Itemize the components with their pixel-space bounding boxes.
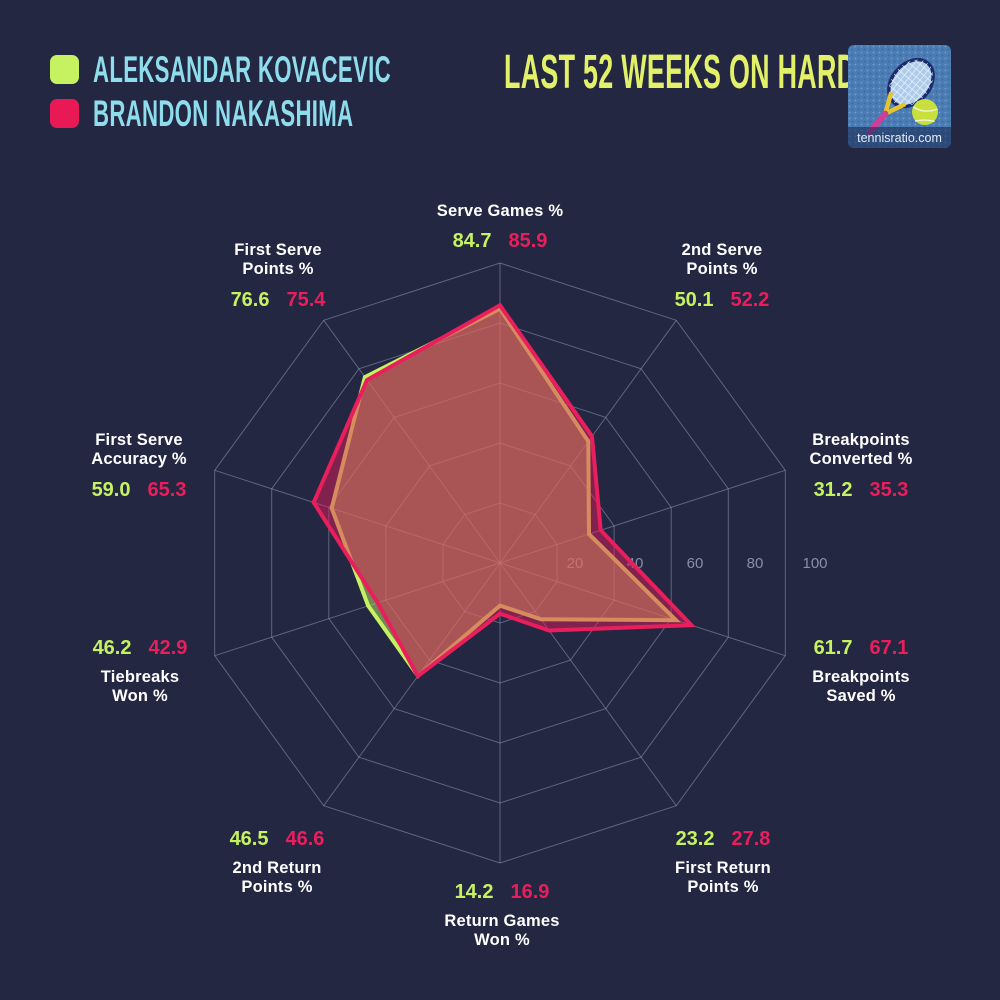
axis-values: 31.2 35.3 (814, 479, 909, 502)
kovacevic-color-swatch (50, 55, 79, 84)
nakashima-value: 65.3 (147, 478, 187, 501)
axis-values: 59.0 65.3 (92, 479, 187, 502)
page-title: LAST 52 WEEKS ON HARD (504, 46, 857, 99)
tick-label: 20 (567, 555, 584, 572)
kovacevic-value: 84.7 (452, 230, 492, 253)
axis-label: Tiebreaks Won % (100, 668, 180, 706)
axis-return-games-won: Return Games Won % 14.2 16.9 (444, 881, 559, 951)
kovacevic-value: 14.2 (454, 881, 494, 903)
axis-label: 2nd Return Points % (232, 859, 322, 897)
axis-label: First Return Points % (675, 859, 771, 897)
legend-label: BRANDON NAKASHIMA (93, 93, 354, 134)
kovacevic-value: 61.7 (813, 637, 853, 659)
axis-values: 84.7 85.9 (453, 230, 548, 253)
nakashima-value: 35.3 (869, 478, 909, 501)
axis-first-serve-accuracy: First Serve Accuracy % 59.0 65.3 (91, 431, 187, 502)
grid-spoke (323, 562, 501, 806)
nakashima-value: 52.2 (730, 288, 770, 311)
axis-label: Breakpoints Converted % (809, 431, 913, 469)
axis-values: 61.7 67.1 (814, 637, 909, 660)
kovacevic-value: 76.6 (230, 288, 270, 311)
nakashima-value: 75.4 (286, 288, 326, 311)
axis-2nd-serve-points: 2nd Serve Points % 50.1 52.2 (675, 241, 770, 312)
logo-caption: tennisratio.com (857, 131, 942, 145)
nakashima-value: 85.9 (508, 230, 548, 253)
kovacevic-value: 46.2 (92, 637, 132, 659)
axis-label: Breakpoints Saved % (812, 668, 910, 706)
nakashima-value: 67.1 (869, 637, 909, 659)
axis-label: First Serve Accuracy % (91, 431, 187, 469)
axis-values: 14.2 16.9 (455, 881, 550, 904)
nakashima-value: 46.6 (285, 828, 325, 850)
grid-spoke (499, 562, 677, 806)
legend-item-kovacevic: ALEKSANDAR KOVACEVIC (50, 51, 590, 88)
axis-values: 23.2 27.8 (676, 828, 771, 851)
axis-label: First Serve Points % (234, 241, 322, 279)
nakashima-color-swatch (50, 99, 79, 128)
axis-serve-games: Serve Games % 84.7 85.9 (437, 202, 563, 253)
tennis-ball-icon (912, 99, 938, 125)
nakashima-value: 27.8 (731, 828, 771, 850)
kovacevic-value: 31.2 (813, 478, 853, 501)
axis-label: Serve Games % (436, 202, 564, 220)
tick-label: 80 (747, 555, 764, 572)
nakashima-value: 16.9 (510, 881, 550, 903)
legend-label: ALEKSANDAR KOVACEVIC (93, 49, 391, 90)
axis-values: 76.6 75.4 (231, 289, 326, 312)
tennis-racket-icon: tennisratio.com (848, 45, 951, 148)
axis-label: Return Games Won % (444, 912, 560, 950)
kovacevic-value: 23.2 (675, 828, 715, 850)
kovacevic-value: 50.1 (674, 288, 714, 311)
tick-label: 60 (687, 555, 704, 572)
series-polygon (311, 302, 696, 680)
axis-values: 46.2 42.9 (93, 637, 188, 660)
axis-values: 50.1 52.2 (675, 289, 770, 312)
grid-spoke (214, 562, 501, 657)
grid-spoke (499, 562, 786, 657)
axis-breakpoints-saved: Breakpoints Saved % 61.7 67.1 (812, 637, 910, 707)
axis-2nd-return-points: 2nd Return Points % 46.5 46.6 (230, 828, 325, 898)
nakashima-value: 42.9 (148, 637, 188, 659)
grid-spoke (499, 469, 786, 564)
kovacevic-value: 59.0 (91, 478, 131, 501)
grid-spoke (323, 320, 501, 564)
axis-values: 46.5 46.6 (230, 828, 325, 851)
kovacevic-value: 46.5 (229, 828, 269, 850)
series-polygon (329, 306, 681, 679)
grid-spoke (214, 469, 501, 564)
axis-first-serve-points: First Serve Points % 76.6 75.4 (231, 241, 326, 312)
legend-item-nakashima: BRANDON NAKASHIMA (50, 95, 527, 132)
axis-first-return-points: First Return Points % 23.2 27.8 (675, 828, 771, 898)
axis-label: 2nd Serve Points % (681, 241, 763, 279)
tennisratio-logo: tennisratio.com (848, 45, 951, 148)
axis-breakpoints-converted: Breakpoints Converted % 31.2 35.3 (809, 431, 912, 502)
tick-label: 100 (802, 555, 827, 572)
axis-tiebreaks-won: Tiebreaks Won % 46.2 42.9 (93, 637, 188, 707)
